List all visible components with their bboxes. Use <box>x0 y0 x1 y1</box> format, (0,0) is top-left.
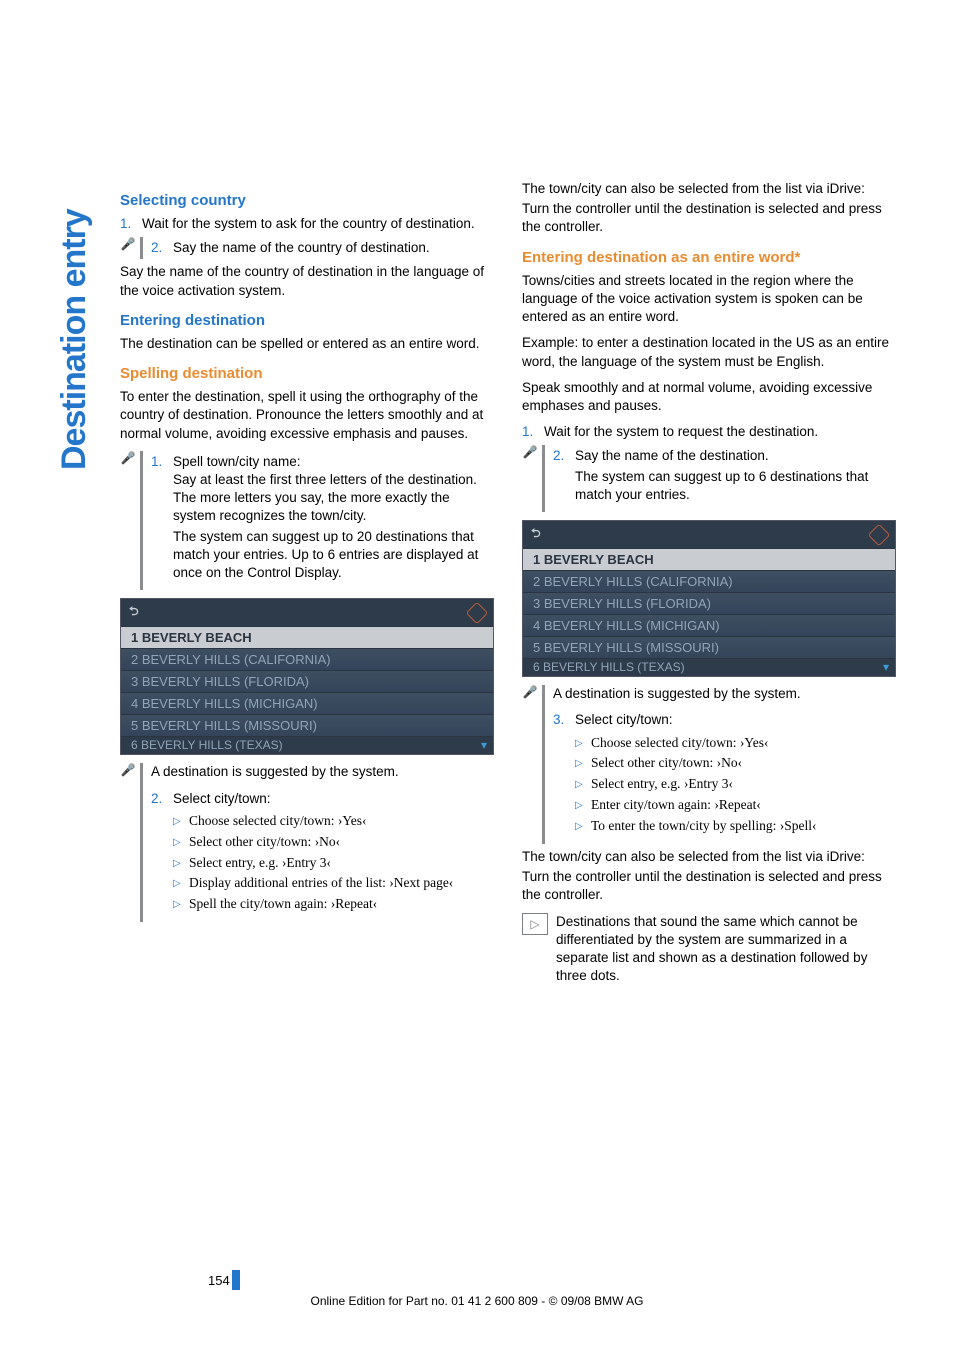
sub-item: Select entry, e.g. ›Entry 3‹ <box>575 775 894 794</box>
down-arrow-icon: ▾ <box>883 660 889 674</box>
list-item: 2.Select city/town: <box>151 790 492 808</box>
sub-item: Select other city/town: ›No‹ <box>575 754 894 773</box>
paragraph: Towns/cities and streets located in the … <box>522 272 894 327</box>
paragraph: The system can suggest up to 20 destinat… <box>173 528 492 583</box>
list-item: 2.Say the name of the destination. <box>553 447 894 465</box>
screen-row: 1 BEVERLY BEACH <box>121 626 493 648</box>
note-text: Destinations that sound the same which c… <box>556 913 894 986</box>
heading-entering-destination: Entering destination <box>120 312 492 329</box>
heading-spelling-destination: Spelling destination <box>120 365 492 382</box>
voice-icon: 🎤 <box>522 445 538 459</box>
diamond-icon <box>466 601 489 624</box>
screen-row: 2 BEVERLY HILLS (CALIFORNIA) <box>121 648 493 670</box>
side-tab: Destination entry <box>55 209 94 470</box>
list-item: 2.Say the name of the country of destina… <box>151 239 492 257</box>
paragraph: The town/city can also be selected from … <box>522 848 894 866</box>
list-item: 1.Wait for the system to ask for the cou… <box>120 215 492 233</box>
voice-icon: 🎤 <box>120 451 136 465</box>
paragraph: The town/city can also be selected from … <box>522 180 894 198</box>
paragraph: The destination can be spelled or entere… <box>120 335 492 353</box>
voice-icon: 🎤 <box>120 763 136 777</box>
paragraph: A destination is suggested by the system… <box>553 685 894 703</box>
idrive-screen: ⮌ 1 BEVERLY BEACH 2 BEVERLY HILLS (CALIF… <box>120 598 494 755</box>
screen-row: 3 BEVERLY HILLS (FLORIDA) <box>121 670 493 692</box>
voice-icon: 🎤 <box>522 685 538 699</box>
step-text: Say the name of the destination. <box>575 448 769 463</box>
left-column: Selecting country 1.Wait for the system … <box>120 180 492 985</box>
step-text: Say at least the first three letters of … <box>173 472 477 523</box>
back-icon: ⮌ <box>531 524 541 545</box>
step-text: Select city/town: <box>173 791 271 806</box>
diamond-icon <box>868 523 891 546</box>
screen-row: 6 BEVERLY HILLS (TEXAS) <box>131 738 283 752</box>
step-text: Wait for the system to ask for the count… <box>142 216 475 231</box>
back-icon: ⮌ <box>129 602 139 623</box>
screen-row: 5 BEVERLY HILLS (MISSOURI) <box>523 636 895 658</box>
sub-item: Enter city/town again: ›Repeat‹ <box>575 796 894 815</box>
sub-item: Select entry, e.g. ›Entry 3‹ <box>173 854 492 873</box>
screen-row: 4 BEVERLY HILLS (MICHIGAN) <box>121 692 493 714</box>
step-text: Wait for the system to request the desti… <box>544 424 818 439</box>
paragraph: The system can suggest up to 6 destinati… <box>575 468 894 504</box>
step-text: Say the name of the country of destinati… <box>173 240 430 255</box>
paragraph: Example: to enter a destination located … <box>522 334 894 370</box>
step-text: Spell town/city name: <box>173 454 301 469</box>
page-number: 154 <box>208 1273 230 1288</box>
sub-item: Choose selected city/town: ›Yes‹ <box>173 812 492 831</box>
screen-row: 5 BEVERLY HILLS (MISSOURI) <box>121 714 493 736</box>
paragraph: Speak smoothly and at normal volume, avo… <box>522 379 894 415</box>
screen-row: 4 BEVERLY HILLS (MICHIGAN) <box>523 614 895 636</box>
paragraph: To enter the destination, spell it using… <box>120 388 492 443</box>
sub-item: To enter the town/city by spelling: ›Spe… <box>575 817 894 836</box>
list-item: 1.Wait for the system to request the des… <box>522 423 894 441</box>
down-arrow-icon: ▾ <box>481 738 487 752</box>
list-item: 1. Spell town/city name: Say at least th… <box>151 453 492 526</box>
screen-row: 3 BEVERLY HILLS (FLORIDA) <box>523 592 895 614</box>
list-item: 3.Select city/town: <box>553 711 894 729</box>
voice-icon: 🎤 <box>120 237 136 251</box>
page-number-bar <box>232 1270 240 1290</box>
sub-item: Choose selected city/town: ›Yes‹ <box>575 734 894 753</box>
idrive-screen: ⮌ 1 BEVERLY BEACH 2 BEVERLY HILLS (CALIF… <box>522 520 896 677</box>
heading-selecting-country: Selecting country <box>120 192 492 209</box>
sub-item: Spell the city/town again: ›Repeat‹ <box>173 895 492 914</box>
screen-row: 6 BEVERLY HILLS (TEXAS) <box>533 660 685 674</box>
sub-item: Select other city/town: ›No‹ <box>173 833 492 852</box>
paragraph: A destination is suggested by the system… <box>151 763 492 781</box>
note-icon: ▷ <box>522 913 548 935</box>
step-text: Select city/town: <box>575 712 673 727</box>
sub-item: Display additional entries of the list: … <box>173 874 492 893</box>
screen-row: 1 BEVERLY BEACH <box>523 548 895 570</box>
right-column: The town/city can also be selected from … <box>522 180 894 985</box>
note-block: ▷ Destinations that sound the same which… <box>522 913 894 986</box>
heading-entire-word: Entering destination as an entire word* <box>522 249 894 266</box>
footer-text: Online Edition for Part no. 01 41 2 600 … <box>0 1294 954 1308</box>
paragraph: Turn the controller until the destinatio… <box>522 200 894 236</box>
paragraph: Turn the controller until the destinatio… <box>522 868 894 904</box>
screen-row: 2 BEVERLY HILLS (CALIFORNIA) <box>523 570 895 592</box>
paragraph: Say the name of the country of destinati… <box>120 263 492 299</box>
